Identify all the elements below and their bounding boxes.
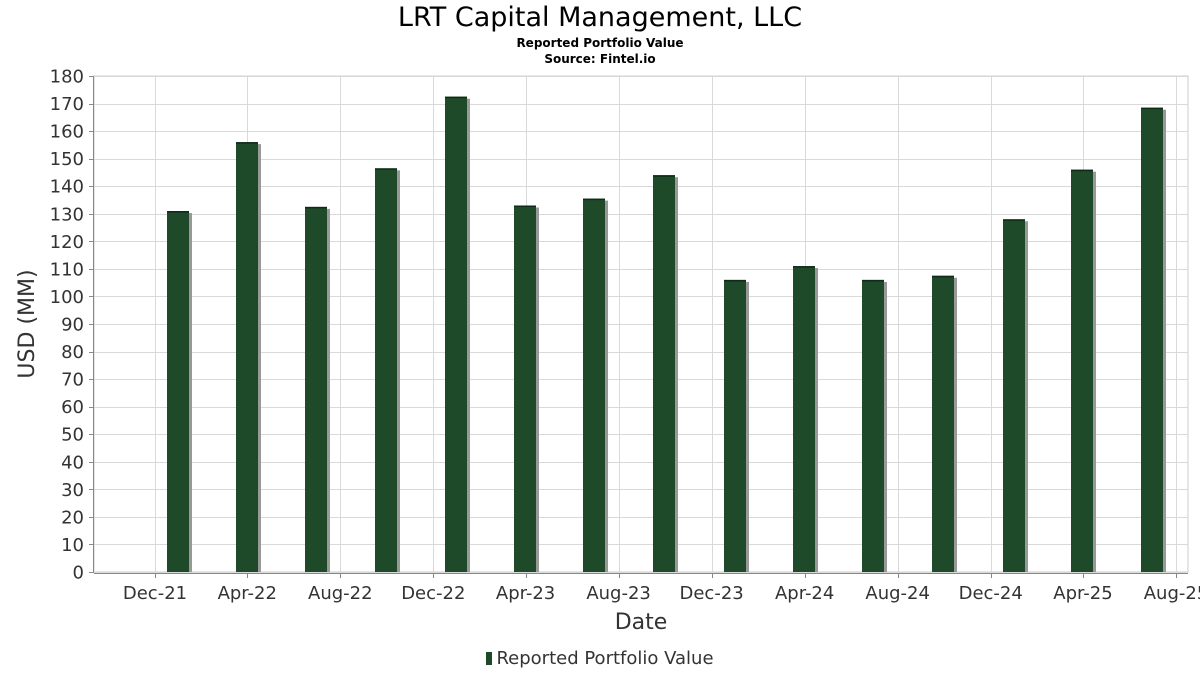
y-tick-label: 80 <box>61 342 84 363</box>
chart-title: LRT Capital Management, LLC <box>397 2 803 33</box>
bar-body <box>236 142 258 572</box>
y-tick-label: 110 <box>50 259 84 280</box>
y-tick-label: 120 <box>50 232 84 253</box>
x-tick-label: Aug-22 <box>308 583 373 604</box>
y-tick-label: 100 <box>50 287 84 308</box>
bar-body <box>583 198 605 572</box>
y-tick-label: 170 <box>50 94 84 115</box>
bar-body <box>1071 169 1093 572</box>
x-tick-label: Dec-23 <box>680 583 744 604</box>
bar-body <box>724 279 746 572</box>
x-tick-label: Dec-21 <box>123 583 187 604</box>
bar-top-edge <box>167 211 189 213</box>
bar <box>167 211 192 572</box>
x-tick-label: Aug-23 <box>586 583 651 604</box>
x-tick-label: Aug-25 <box>1144 583 1200 604</box>
y-tick-label: 10 <box>61 535 84 556</box>
y-tick-label: 20 <box>61 507 84 528</box>
bar-top-edge <box>862 279 884 282</box>
y-tick-label: 70 <box>61 370 84 391</box>
x-tick-label: Apr-22 <box>218 583 277 604</box>
bar-body <box>1141 107 1163 572</box>
bar-top-edge <box>583 198 605 201</box>
legend: Reported Portfolio Value <box>0 648 1200 670</box>
bars <box>167 96 1166 573</box>
chart-source: Source: Fintel.io <box>544 52 656 66</box>
y-tick-label: 140 <box>50 177 84 198</box>
x-tick-label: Dec-22 <box>401 583 465 604</box>
bar-top-edge <box>932 275 954 278</box>
chart-subtitle: Reported Portfolio Value <box>516 36 684 50</box>
bar-top-edge <box>514 205 536 208</box>
legend-swatch <box>486 652 493 665</box>
bar-body <box>793 266 815 572</box>
y-axis-label: USD (MM) <box>15 269 40 378</box>
bar-top-edge <box>793 266 815 268</box>
bar-body <box>305 206 327 572</box>
y-tick-label: 30 <box>61 480 84 501</box>
y-tick-label: 60 <box>61 397 84 418</box>
bar-top-edge <box>724 279 746 282</box>
bar <box>1141 107 1166 572</box>
bar-top-edge <box>653 175 675 177</box>
bar-top-edge <box>1071 169 1093 172</box>
bar <box>236 142 261 572</box>
x-axis-label: Date <box>615 610 668 635</box>
y-tick-label: 90 <box>61 315 84 336</box>
axes <box>89 76 1188 578</box>
y-tick-label: 160 <box>50 122 84 143</box>
bar-top-edge <box>375 168 397 170</box>
bar <box>583 198 608 572</box>
bar <box>375 168 400 573</box>
x-tick-labels: Dec-21 Apr-22 Aug-22 Dec-22 Apr-23 Aug-23 Dec-… <box>123 583 1200 604</box>
bar-body <box>167 211 189 572</box>
bar-top-edge <box>236 142 258 144</box>
x-tick-label: Apr-25 <box>1053 583 1112 604</box>
bar <box>653 175 678 572</box>
y-tick-label: 150 <box>50 149 84 170</box>
legend-label: Reported Portfolio Value <box>496 648 714 669</box>
bar <box>793 266 818 572</box>
bar-body <box>1003 219 1025 573</box>
bar-body <box>445 96 467 573</box>
bar <box>514 205 539 572</box>
bar <box>1003 219 1028 573</box>
bar <box>445 96 470 573</box>
x-tick-label: Aug-24 <box>865 583 930 604</box>
bar-body <box>653 175 675 572</box>
bar <box>862 279 887 572</box>
y-tick-label: 40 <box>61 452 84 473</box>
y-tick-labels: 0 10 20 30 40 50 60 70 80 90 100 110 120 130 140 150 160… <box>50 67 84 584</box>
bar-top-edge <box>1003 219 1025 221</box>
y-tick-label: 130 <box>50 204 84 225</box>
x-tick-label: Dec-24 <box>959 583 1023 604</box>
x-tick-label: Apr-23 <box>496 583 555 604</box>
bar-body <box>375 168 397 573</box>
bar-top-edge <box>305 206 327 209</box>
bar <box>932 275 957 572</box>
y-tick-label: 50 <box>61 425 84 446</box>
bar-body <box>862 279 884 572</box>
bar-body <box>514 205 536 572</box>
bar <box>305 206 330 572</box>
bar <box>724 279 749 572</box>
bar-top-edge <box>1141 107 1163 110</box>
y-tick-label: 0 <box>73 563 84 584</box>
x-tick-label: Apr-24 <box>775 583 834 604</box>
y-tick-label: 180 <box>50 67 84 88</box>
bar-top-edge <box>445 96 467 99</box>
bar <box>1071 169 1096 572</box>
bar-body <box>932 275 954 572</box>
